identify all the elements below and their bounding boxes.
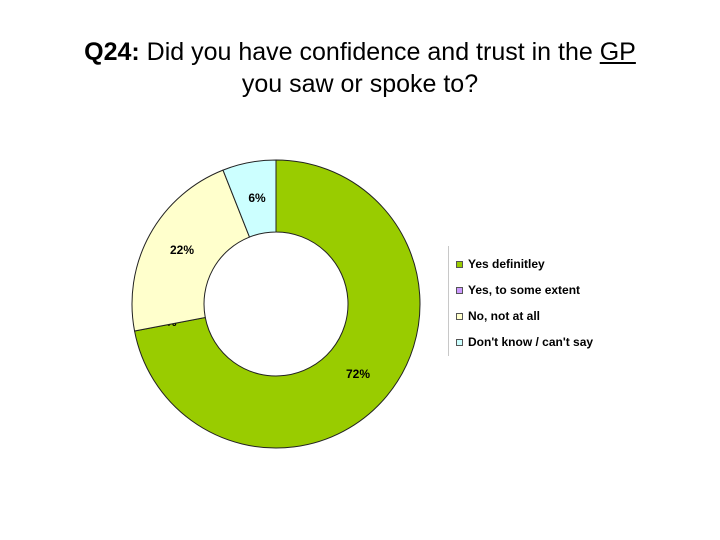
question-number: Q24: <box>84 38 140 66</box>
title-underlined: GP <box>599 38 636 66</box>
chart-title: Q24: Did you have confidence and trust i… <box>0 36 720 100</box>
data-label-yes-definitely: 72% <box>346 367 370 381</box>
legend-item-dont-know: Don't know / can't say <box>456 334 593 350</box>
legend-label: No, not at all <box>468 309 540 323</box>
donut-slice-yes-definitely <box>133 159 421 449</box>
legend-item-yes-some-extent: Yes, to some extent <box>456 282 580 298</box>
legend-label: Yes definitley <box>468 257 545 271</box>
legend-label: Don't know / can't say <box>468 335 594 349</box>
legend-item-not-at-all: No, not at all <box>456 308 540 324</box>
data-label-dont-know: 6% <box>248 191 266 205</box>
legend-label: Yes, to some extent <box>468 283 581 297</box>
data-label-not-at-all: 22% <box>170 243 194 257</box>
title-text: Did you have confidence and trust in the <box>139 38 600 66</box>
legend-item-yes-definitely: Yes definitley <box>456 256 545 272</box>
legend-swatch <box>456 260 463 268</box>
legend-swatch <box>456 338 463 346</box>
legend-swatch <box>456 286 463 294</box>
donut-slice-not-at-all <box>131 169 251 332</box>
legend: Yes definitley Yes, to some extent No, n… <box>448 246 649 356</box>
title-line-2: you saw or spoke to? <box>241 70 479 98</box>
donut-slice-dont-know <box>222 159 277 238</box>
legend-swatch <box>456 312 463 320</box>
